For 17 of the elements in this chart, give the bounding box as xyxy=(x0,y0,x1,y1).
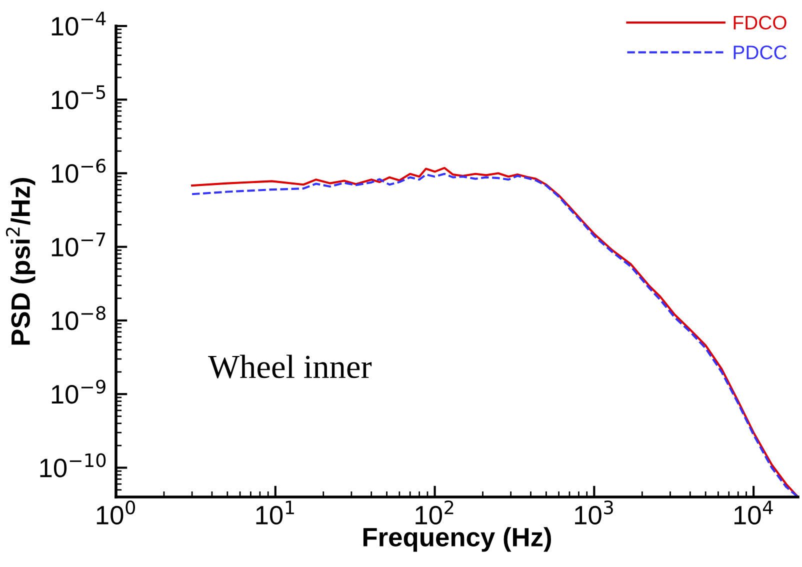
text: PDCC xyxy=(734,46,787,60)
text: FDCO xyxy=(734,16,786,30)
y-tick-label: 10$^{−7}$ xyxy=(52,232,106,256)
y-tick-label: 10$^{−10}$ xyxy=(40,453,106,478)
x-tick-label: 10$^{4}$ xyxy=(734,500,773,525)
y-tick-label: 10$^{−6}$ xyxy=(52,158,106,183)
y-axis-title: PSD (psi$^{2}$/Hz) xyxy=(6,178,36,345)
y-tick-label: 10$^{−8}$ xyxy=(52,306,106,330)
x-tick-label: 10$^{2}$ xyxy=(416,500,454,525)
annotation: Wheel inner xyxy=(208,354,372,378)
x-tick-label: 10$^{3}$ xyxy=(575,500,613,525)
x-tick-label: 10$^{0}$ xyxy=(96,500,136,525)
y-tick-label: 10$^{−4}$ xyxy=(52,12,106,36)
x-axis-title: Frequency (Hz) xyxy=(363,527,551,552)
x-tick-label: 10$^{1}$ xyxy=(256,500,294,525)
y-tick-label: 10$^{−5}$ xyxy=(52,85,106,110)
y-tick-label: 10$^{−9}$ xyxy=(52,380,106,404)
